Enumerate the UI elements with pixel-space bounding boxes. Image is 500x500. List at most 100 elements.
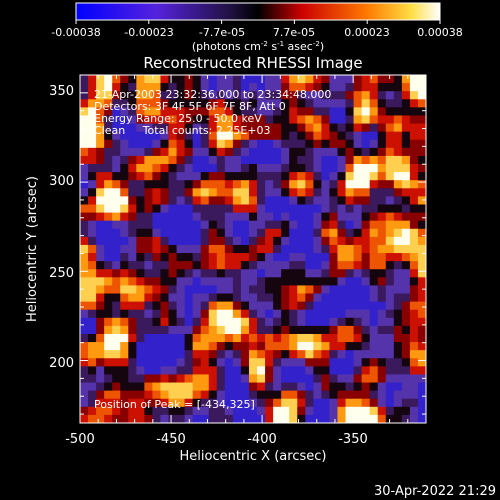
heatmap-cell xyxy=(281,342,290,351)
heatmap-cell xyxy=(353,99,363,108)
heatmap-cell xyxy=(216,317,226,327)
heatmap-cell xyxy=(240,350,250,359)
heatmap-cell xyxy=(297,358,306,367)
heatmap-cell xyxy=(313,358,322,367)
heatmap-cell xyxy=(80,75,89,84)
heatmap-cell xyxy=(409,139,419,149)
heatmap-cell xyxy=(176,83,186,92)
heatmap-cell xyxy=(248,414,258,423)
heatmap-cell xyxy=(128,204,137,214)
heatmap-cell xyxy=(88,155,97,165)
heatmap-cell xyxy=(377,269,387,278)
heatmap-cell xyxy=(305,212,314,222)
heatmap-cell xyxy=(160,261,170,270)
heatmap-cell xyxy=(88,406,97,416)
heatmap-cell xyxy=(369,164,379,173)
heatmap-cell xyxy=(232,325,242,335)
heatmap-cell xyxy=(393,293,403,303)
heatmap-cell xyxy=(248,75,258,84)
heatmap-cell xyxy=(104,196,113,206)
heatmap-cell xyxy=(281,406,290,416)
heatmap-cell xyxy=(337,277,347,287)
heatmap-cell xyxy=(345,172,355,181)
heatmap-cell xyxy=(273,155,282,165)
heatmap-cell xyxy=(112,123,121,133)
heatmap-cell xyxy=(401,398,411,408)
heatmap-cell xyxy=(240,172,250,181)
heatmap-cell xyxy=(361,406,371,416)
heatmap-cell xyxy=(88,261,97,270)
heatmap-cell xyxy=(313,277,322,287)
heatmap-cell xyxy=(88,269,97,278)
heatmap-cell xyxy=(192,188,202,197)
heatmap-cell xyxy=(281,358,290,367)
heatmap-cell xyxy=(176,382,186,392)
heatmap-cell xyxy=(321,212,331,222)
heatmap-cell xyxy=(104,212,113,222)
heatmap-cell xyxy=(337,155,347,165)
heatmap-cell xyxy=(168,293,178,303)
heatmap-cell xyxy=(208,172,218,181)
heatmap-cell xyxy=(393,220,403,230)
heatmap-cell xyxy=(224,99,234,108)
heatmap-cell xyxy=(96,139,105,149)
heatmap-cell xyxy=(192,244,202,254)
heatmap-cell xyxy=(248,188,258,197)
heatmap-cell xyxy=(345,342,355,351)
heatmap-cell xyxy=(184,317,194,327)
heatmap-cell xyxy=(369,325,379,335)
heatmap-cell xyxy=(361,228,371,238)
heatmap-cell xyxy=(120,131,129,141)
heatmap-cell xyxy=(96,325,105,335)
heatmap-cell xyxy=(160,220,170,230)
heatmap-cell xyxy=(200,99,210,108)
heatmap-cell xyxy=(257,277,266,287)
heatmap-cell xyxy=(120,220,129,230)
heatmap-cell xyxy=(409,123,419,133)
heatmap-cell xyxy=(104,236,113,246)
heatmap-cell xyxy=(200,325,210,335)
heatmap-cell xyxy=(345,196,355,206)
heatmap-cell xyxy=(152,261,162,270)
heatmap-cell xyxy=(208,261,218,270)
heatmap-cell xyxy=(345,317,355,327)
heatmap-cell xyxy=(80,325,89,335)
heatmap-cell xyxy=(160,244,170,254)
heatmap-cell xyxy=(369,75,379,84)
heatmap-cell xyxy=(88,131,97,141)
heatmap-cell xyxy=(176,147,186,157)
heatmap-cell xyxy=(393,147,403,157)
heatmap-cell xyxy=(265,374,274,384)
heatmap-cell xyxy=(88,366,97,376)
heatmap-cell xyxy=(136,123,145,133)
heatmap-cell xyxy=(345,398,355,408)
heatmap-cell xyxy=(409,107,419,117)
heatmap-cell xyxy=(313,253,322,262)
heatmap-cell xyxy=(257,212,266,222)
heatmap-cell xyxy=(96,147,105,157)
heatmap-cell xyxy=(104,75,113,84)
heatmap-cell xyxy=(377,317,387,327)
heatmap-cell xyxy=(152,115,162,125)
heatmap-cell xyxy=(112,285,121,295)
heatmap-cell xyxy=(192,325,202,335)
heatmap-cell xyxy=(329,123,339,133)
heatmap-cell xyxy=(232,390,242,400)
heatmap-cell xyxy=(265,115,274,125)
heatmap-cell xyxy=(281,301,290,311)
heatmap-cell xyxy=(361,75,371,84)
heatmap-cell xyxy=(112,325,121,335)
heatmap-cell xyxy=(120,261,129,270)
heatmap-cell xyxy=(313,212,322,222)
heatmap-cell xyxy=(80,317,89,327)
heatmap-cell xyxy=(208,244,218,254)
heatmap-cell xyxy=(305,390,314,400)
x-axis-label: Heliocentric X (arcsec) xyxy=(180,449,327,464)
heatmap-cell xyxy=(176,236,186,246)
heatmap-cell xyxy=(184,342,194,351)
heatmap-cell xyxy=(160,374,170,384)
heatmap-cell xyxy=(313,204,322,214)
heatmap-cell xyxy=(96,236,105,246)
heatmap-cell xyxy=(88,123,97,133)
heatmap-cell xyxy=(345,406,355,416)
